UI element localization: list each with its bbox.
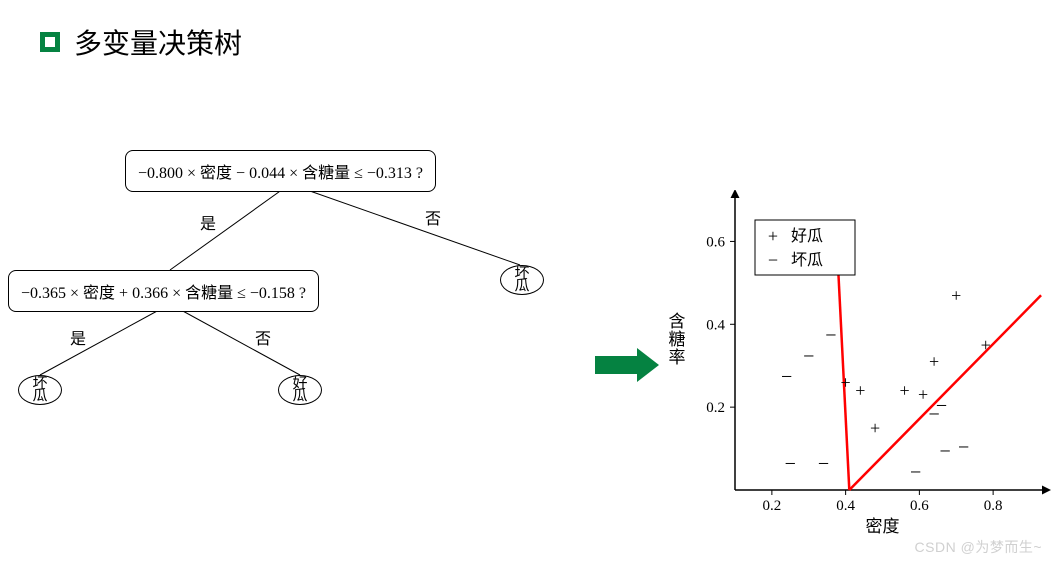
edge-label-left-right: 否 xyxy=(255,325,271,349)
tree-leaf-lr: 好 瓜 xyxy=(278,375,322,405)
svg-text:0.2: 0.2 xyxy=(763,498,782,514)
page-title: 多变量决策树 xyxy=(74,22,242,62)
tree-left-node: −0.365 × 密度 + 0.366 × 含糖量 ≤ −0.158 ? xyxy=(8,270,319,312)
svg-text:−: − xyxy=(781,366,792,388)
svg-text:率: 率 xyxy=(669,348,686,367)
svg-text:−: − xyxy=(803,345,814,367)
leaf-label: 瓜 xyxy=(279,389,321,403)
svg-text:+: + xyxy=(918,385,928,405)
svg-text:0.4: 0.4 xyxy=(836,498,855,514)
svg-text:−: − xyxy=(910,461,921,483)
svg-text:糖: 糖 xyxy=(669,330,686,349)
leaf-label: 瓜 xyxy=(19,389,61,403)
svg-text:−: − xyxy=(936,395,947,417)
arrow-head xyxy=(637,348,659,382)
svg-text:−: − xyxy=(958,437,969,459)
tree-leaf-ll: 坏 瓜 xyxy=(18,375,62,405)
svg-text:+: + xyxy=(951,285,961,305)
svg-text:+: + xyxy=(870,418,880,438)
tree-root-node: −0.800 × 密度 − 0.044 × 含糖量 ≤ −0.313 ? xyxy=(125,150,436,192)
svg-text:0.6: 0.6 xyxy=(910,498,929,514)
chart-svg: 0.20.40.60.80.20.40.6密度含糖率++++++++−−−−−−… xyxy=(660,190,1060,550)
svg-text:密度: 密度 xyxy=(866,517,900,536)
svg-text:好瓜: 好瓜 xyxy=(791,227,823,245)
arrow-icon xyxy=(595,348,659,382)
svg-text:+: + xyxy=(855,381,865,401)
tree-leaf-right: 坏 瓜 xyxy=(500,265,544,295)
svg-text:0.8: 0.8 xyxy=(984,498,1003,514)
svg-text:坏瓜: 坏瓜 xyxy=(791,251,823,269)
arrow-body xyxy=(595,356,637,374)
svg-text:−: − xyxy=(768,250,778,270)
svg-text:+: + xyxy=(768,226,778,246)
edge-label-root-right: 否 xyxy=(425,205,441,229)
svg-text:−: − xyxy=(818,453,829,475)
scatter-chart: 0.20.40.60.80.20.40.6密度含糖率++++++++−−−−−−… xyxy=(660,190,1060,550)
svg-text:0.4: 0.4 xyxy=(706,317,725,333)
svg-text:0.2: 0.2 xyxy=(706,400,725,416)
edge-label-left-left: 是 xyxy=(70,325,86,349)
svg-text:−: − xyxy=(940,441,951,463)
svg-text:含: 含 xyxy=(669,312,686,331)
svg-text:+: + xyxy=(900,381,910,401)
watermark: CSDN @为梦而生~ xyxy=(915,537,1042,557)
title-row: 多变量决策树 xyxy=(40,22,242,62)
svg-text:−: − xyxy=(825,325,836,347)
svg-text:+: + xyxy=(841,372,851,392)
decision-tree: −0.800 × 密度 − 0.044 × 含糖量 ≤ −0.313 ? −0.… xyxy=(0,120,600,460)
svg-text:+: + xyxy=(929,352,939,372)
svg-text:−: − xyxy=(785,453,796,475)
edge-label-root-left: 是 xyxy=(200,210,216,234)
bullet-icon xyxy=(40,32,60,52)
svg-text:+: + xyxy=(981,335,991,355)
leaf-label: 瓜 xyxy=(501,279,543,293)
svg-text:0.6: 0.6 xyxy=(706,234,725,250)
